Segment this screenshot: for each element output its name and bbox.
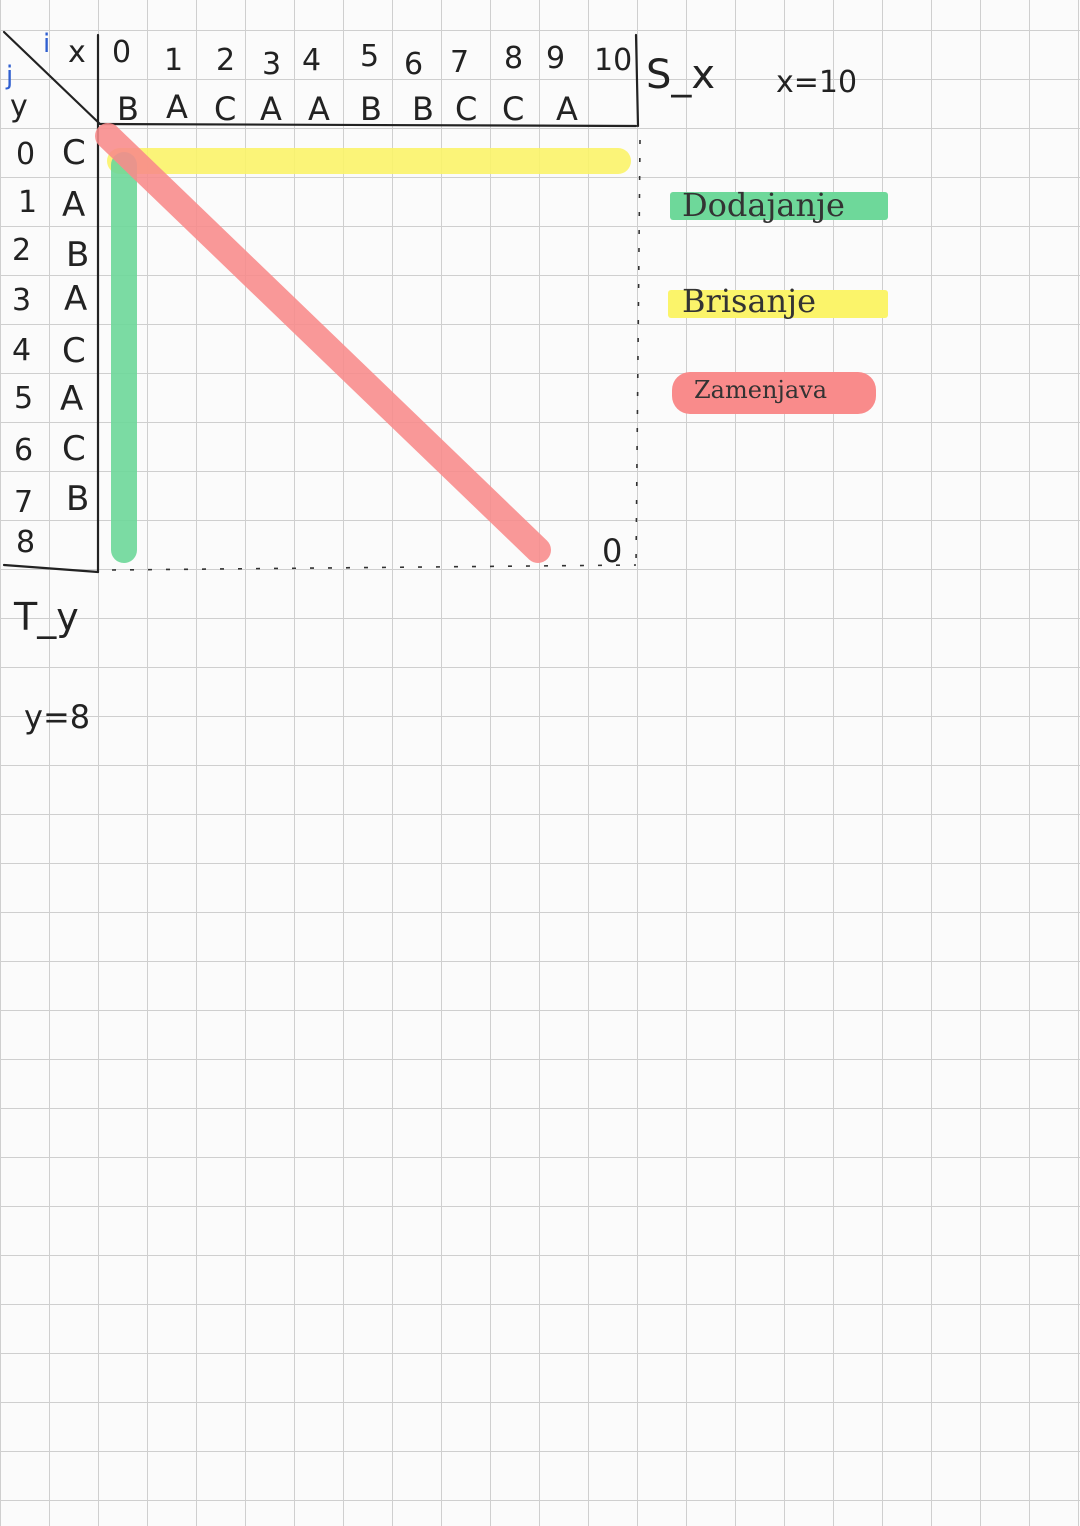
row-index: 3 <box>12 283 31 318</box>
left-char: A <box>62 185 85 225</box>
corner-x: x <box>68 35 86 70</box>
top-char: B <box>360 90 382 128</box>
top-char: C <box>214 90 236 128</box>
row-index: 5 <box>14 381 33 416</box>
bottom-right-cell-value: 0 <box>602 532 622 570</box>
bottom-dashed-border <box>111 564 637 571</box>
col-index: 9 <box>546 41 565 76</box>
table-frame <box>2 30 640 574</box>
top-string: B A C A A B B C C A <box>117 88 578 128</box>
row-index: 7 <box>14 485 33 520</box>
top-char: B <box>412 90 434 128</box>
top-char: C <box>455 90 477 128</box>
legend-label-substitution: Zamenjava <box>694 376 827 404</box>
source-length-label: x=10 <box>776 65 857 100</box>
bottom-border <box>2 563 100 574</box>
col-index: 8 <box>504 41 523 76</box>
target-length-label: y=8 <box>24 698 90 736</box>
row-indices: 0 1 2 3 4 5 6 7 8 <box>12 137 37 560</box>
top-char: A <box>260 90 282 128</box>
legend-swatch-substitution <box>672 372 876 414</box>
row-index: 1 <box>18 185 37 220</box>
corner-i: i <box>43 29 50 59</box>
corner-y: y <box>10 89 28 124</box>
target-string-label: T_y <box>13 595 79 639</box>
source-string-label: S_x <box>646 52 715 98</box>
legend-swatch-deletion <box>668 290 888 318</box>
top-char: A <box>308 90 330 128</box>
left-char: A <box>64 279 87 319</box>
col-index: 10 <box>594 43 632 78</box>
col-index: 7 <box>450 45 469 80</box>
left-char: B <box>66 235 89 275</box>
left-string: C A B A C A C B <box>60 133 89 519</box>
top-char: B <box>117 90 139 128</box>
left-char: C <box>62 331 86 371</box>
left-char: B <box>66 479 89 519</box>
left-char: A <box>60 379 83 419</box>
row-index: 4 <box>12 333 31 368</box>
row-index: 6 <box>14 433 33 468</box>
row-index: 8 <box>16 525 35 560</box>
right-header-border <box>634 33 640 128</box>
left-char: C <box>62 133 86 173</box>
column-indices: 0 1 2 3 4 5 6 7 8 9 10 <box>112 35 632 82</box>
col-index: 6 <box>404 47 423 82</box>
row-index: 2 <box>12 233 31 268</box>
top-header-divider <box>98 122 638 128</box>
top-char: A <box>166 88 188 126</box>
row-index: 0 <box>16 137 35 172</box>
left-char: C <box>62 429 86 469</box>
legend-label-insertion: Dodajanje <box>682 186 845 224</box>
top-char: A <box>556 90 578 128</box>
col-index: 5 <box>360 39 379 74</box>
legend: Dodajanje Brisanje Zamenjava <box>668 186 888 414</box>
legend-swatch-insertion <box>670 192 888 220</box>
col-index: 2 <box>216 43 235 78</box>
col-index: 4 <box>302 43 321 78</box>
top-char: C <box>502 90 524 128</box>
legend-label-deletion: Brisanje <box>682 282 816 320</box>
right-dashed-border <box>635 139 641 566</box>
corner-j: j <box>5 61 13 91</box>
substitution-highlight <box>95 123 551 563</box>
col-index: 3 <box>262 47 281 82</box>
col-index: 0 <box>112 35 131 70</box>
col-index: 1 <box>164 43 183 78</box>
corner-diagonal <box>2 30 102 126</box>
